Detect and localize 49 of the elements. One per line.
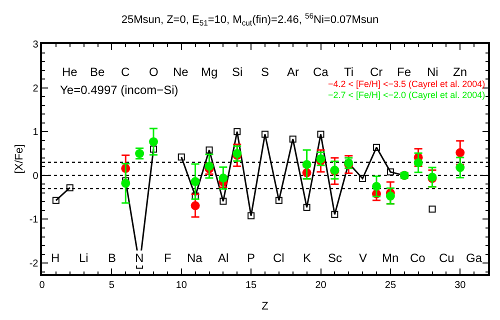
annotation: Ye=0.4997 (incom−Si) — [60, 83, 178, 97]
annotation: Mg — [201, 65, 218, 79]
x-tick-label: 10 — [176, 280, 188, 291]
annotation: B — [108, 251, 116, 265]
chart-title: 25Msun, Z=0, E$_{51}$=10, M$_{cut}$(fin)=2.46, $^{56}$Ni=0.07Msun — [121, 11, 379, 28]
annotation: Cu — [439, 251, 454, 265]
annotation: K — [303, 251, 312, 265]
annotation: Sc — [328, 251, 342, 265]
annotation: Ne — [173, 65, 189, 79]
annotation: S — [261, 65, 270, 79]
annotation: He — [62, 65, 78, 79]
annotation: Ga — [466, 251, 482, 265]
annotation: Zn — [453, 65, 468, 79]
annotation: Cr — [370, 65, 383, 79]
annotation: F — [164, 251, 172, 265]
annotation: Cl — [273, 251, 284, 265]
annotation: Na — [187, 251, 203, 265]
annotation: O — [149, 65, 158, 79]
annotation: V — [359, 251, 368, 265]
y-tick-label: 0 — [32, 170, 39, 182]
text: −4.2 < [Fe/H] <−3.5 (Cayrel et al. 2004) — [328, 79, 486, 89]
y-tick-label: 1 — [32, 127, 39, 138]
annotation: Be — [90, 65, 106, 79]
annotation: P — [247, 251, 256, 265]
annotation: Ar — [287, 65, 300, 79]
annotation: H — [51, 251, 60, 265]
x-axis-title: Z — [262, 300, 269, 312]
annotation: Ca — [313, 65, 329, 79]
y-tick-label: -1 — [29, 214, 39, 226]
annotation: C — [121, 65, 130, 79]
y-tick-label: 2 — [32, 83, 39, 94]
x-tick-label: 25 — [384, 280, 396, 291]
annotation: Co — [410, 251, 426, 265]
annotation: Mn — [382, 251, 399, 265]
annotation: Ni — [427, 65, 438, 79]
y-tick-label: -2 — [29, 258, 39, 270]
y-tick-label: 3 — [32, 40, 39, 50]
y-axis-title: [X/Fe] — [13, 144, 26, 174]
annotation: N — [135, 251, 144, 265]
annotation: Ti — [344, 65, 354, 79]
annotation: Li — [79, 251, 88, 265]
x-tick-label: 15 — [245, 280, 258, 291]
annotation: Si — [232, 65, 243, 79]
annotation: Al — [218, 251, 229, 265]
x-tick-label: 30 — [454, 280, 466, 291]
x-tick-label: 20 — [315, 280, 327, 291]
annotation: Fe — [397, 65, 412, 79]
text: −2.7 < [Fe/H] <−2.0 (Cayrel et al. 2004) — [328, 90, 486, 100]
x-tick-label: 5 — [108, 280, 115, 291]
